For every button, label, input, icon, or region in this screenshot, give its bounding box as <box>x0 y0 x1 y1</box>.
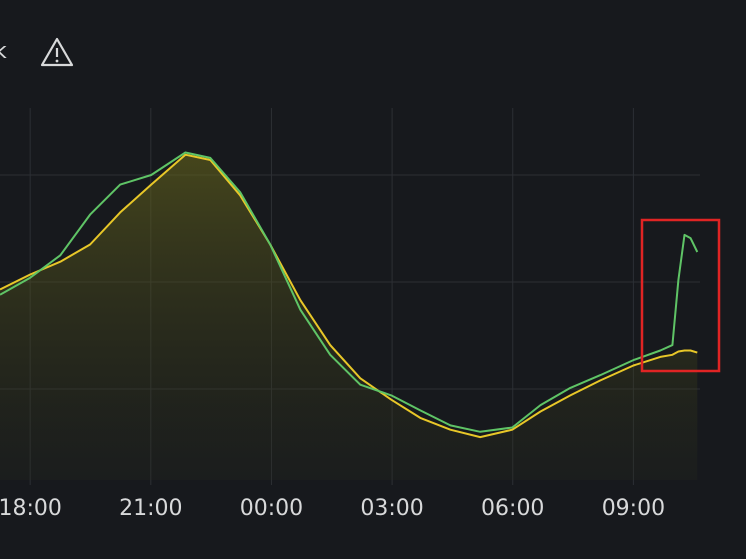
panel-title: k <box>0 39 7 64</box>
warning-icon <box>40 37 74 67</box>
highlight-box <box>640 218 721 373</box>
x-tick-label: 06:00 <box>481 496 544 521</box>
plot <box>0 151 699 480</box>
line <box>0 151 699 433</box>
x-tick-label: 21:00 <box>119 496 182 521</box>
x-tick-label: 00:00 <box>240 496 303 521</box>
x-tick-label: 03:00 <box>360 496 423 521</box>
line <box>0 153 698 439</box>
area <box>0 154 698 480</box>
x-tick-label: 18:00 <box>0 496 62 521</box>
x-tick-label: 09:00 <box>602 496 665 521</box>
